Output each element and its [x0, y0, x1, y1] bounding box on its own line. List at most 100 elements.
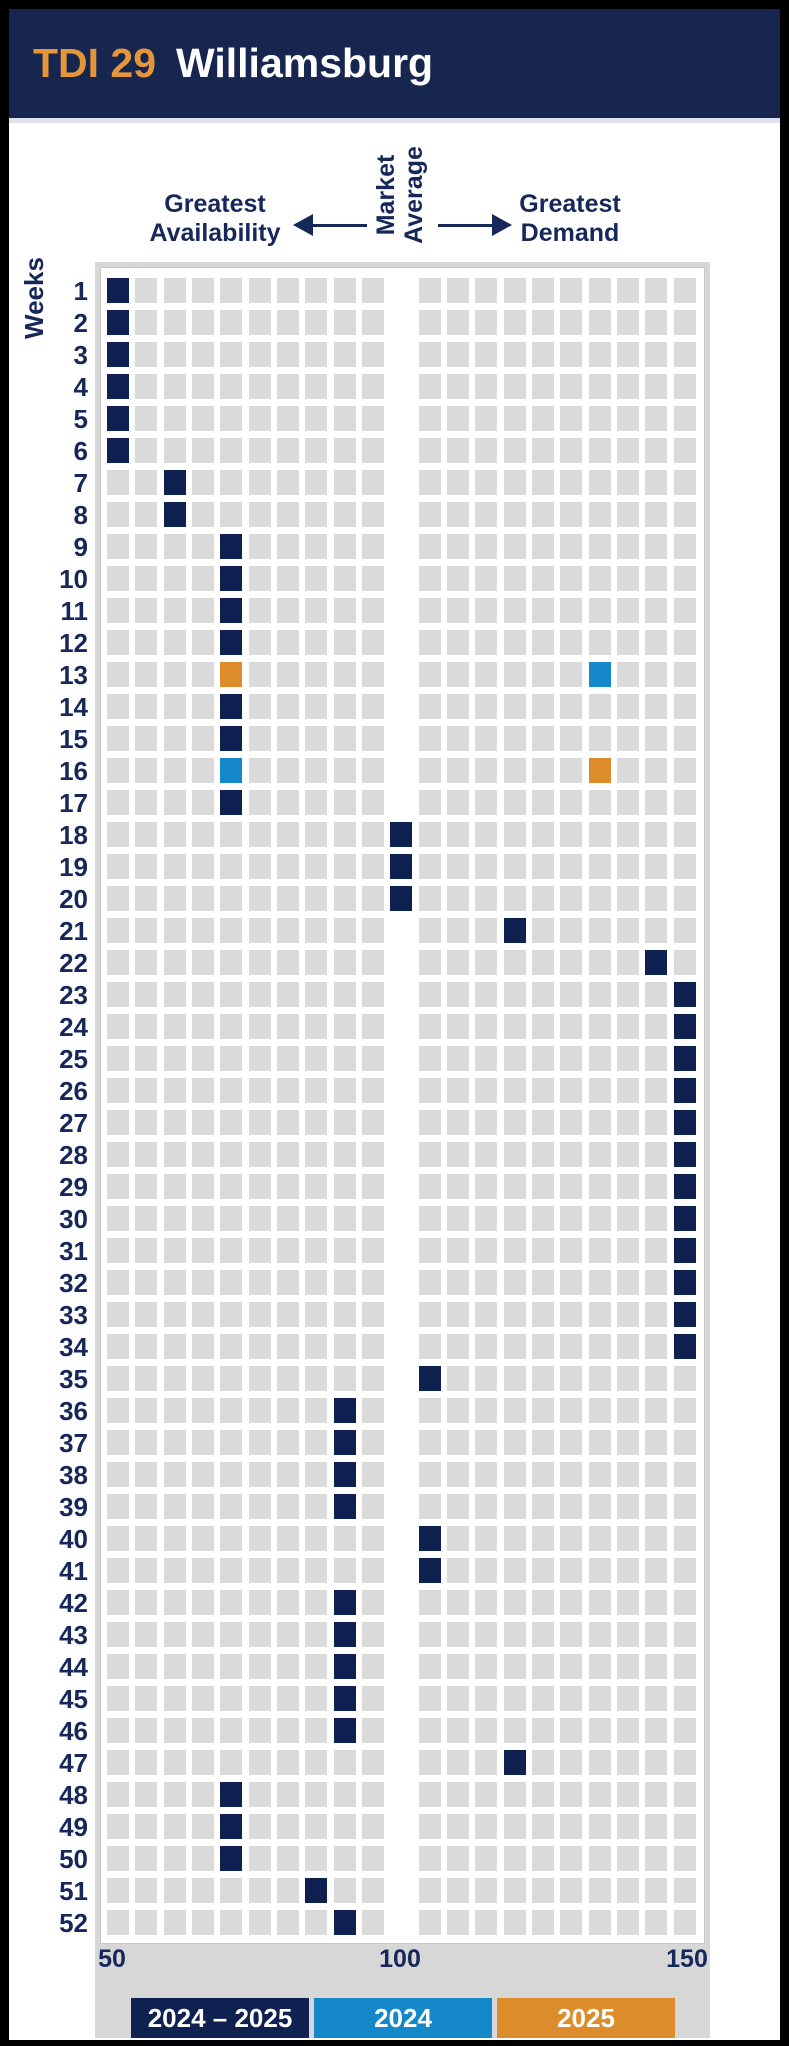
grid-cell [673, 598, 696, 623]
legend-item-label: 2025 [557, 2002, 615, 2033]
grid-cell [361, 1782, 384, 1807]
grid-cell [276, 1910, 299, 1935]
grid-cell [588, 598, 611, 623]
grid-cell [248, 694, 271, 719]
grid-cell [333, 566, 356, 591]
grid-cell [673, 758, 696, 783]
grid-cell [305, 1590, 328, 1615]
grid-cell [163, 1910, 186, 1935]
grid-cell [220, 1078, 243, 1103]
data-cell-week-25 [673, 1046, 696, 1071]
grid-cell [645, 854, 668, 879]
grid-cell [107, 886, 129, 911]
grid-cell [333, 822, 356, 847]
grid-cell [588, 630, 611, 655]
grid-cell [616, 1782, 639, 1807]
grid-cell [503, 1526, 526, 1551]
grid-cell [616, 1814, 639, 1839]
week-label-28: 28 [59, 1140, 88, 1170]
grid-cell [475, 1494, 498, 1519]
grid-cell [588, 1366, 611, 1391]
grid-cell [163, 822, 186, 847]
grid-cell [163, 1430, 186, 1455]
grid-cell [135, 1014, 158, 1039]
grid-cell [107, 1046, 129, 1071]
grid-cell [107, 1462, 129, 1487]
grid-cell [276, 1142, 299, 1167]
grid-cell [588, 1142, 611, 1167]
grid-cell [531, 1270, 554, 1295]
grid-cell [560, 1846, 583, 1871]
grid-cell [361, 1334, 384, 1359]
grid-cell [276, 1302, 299, 1327]
grid-cell [645, 1814, 668, 1839]
grid-cell [673, 1462, 696, 1487]
grid-cell [361, 598, 384, 623]
grid-cell [503, 1270, 526, 1295]
grid-cell [163, 1526, 186, 1551]
grid-cell [107, 758, 129, 783]
grid-cell [503, 1430, 526, 1455]
grid-cell [418, 1398, 441, 1423]
grid-cell-market-average [390, 470, 413, 495]
grid-cell [446, 566, 469, 591]
week-label-22: 22 [59, 948, 88, 978]
grid-cell [616, 630, 639, 655]
grid-cell [475, 406, 498, 431]
grid-cell [503, 1302, 526, 1327]
grid-cell [645, 310, 668, 335]
grid-cell [475, 1558, 498, 1583]
grid-cell [361, 918, 384, 943]
grid-cell [560, 790, 583, 815]
grid-cell [135, 982, 158, 1007]
grid-cell [588, 1654, 611, 1679]
grid-cell [503, 1878, 526, 1903]
grid-cell [220, 1910, 243, 1935]
grid-cell [560, 1206, 583, 1231]
grid-cell [475, 1590, 498, 1615]
grid-cell [163, 1238, 186, 1263]
grid-cell [446, 1334, 469, 1359]
grid-cell [446, 1462, 469, 1487]
grid-cell [616, 854, 639, 879]
data-cell-week-4 [107, 374, 129, 399]
grid-cell [446, 918, 469, 943]
grid-cell [305, 950, 328, 975]
grid-cell [588, 310, 611, 335]
grid-cell [191, 1206, 214, 1231]
week-label-2: 2 [73, 308, 88, 338]
grid-cell [135, 1846, 158, 1871]
grid-cell [503, 886, 526, 911]
grid-cell [503, 1110, 526, 1135]
grid-cell [220, 1110, 243, 1135]
week-label-24: 24 [59, 1012, 88, 1042]
grid-cell [305, 1110, 328, 1135]
grid-cell [531, 502, 554, 527]
grid-cell [333, 982, 356, 1007]
grid-cell [616, 1078, 639, 1103]
grid-cell [135, 310, 158, 335]
grid-cell [588, 1302, 611, 1327]
grid-cell [531, 278, 554, 303]
grid-cell [248, 1910, 271, 1935]
grid-cell-market-average [390, 1334, 413, 1359]
grid-cell [305, 1174, 328, 1199]
grid-cell [645, 534, 668, 559]
grid-cell [163, 662, 186, 687]
grid-cell [333, 278, 356, 303]
grid-cell [135, 1750, 158, 1775]
grid-cell [107, 1302, 129, 1327]
grid-cell [361, 822, 384, 847]
greatest-availability-label: Greatest Availability [149, 190, 281, 247]
grid-cell [191, 918, 214, 943]
grid-cell [361, 502, 384, 527]
grid-cell [560, 1558, 583, 1583]
grid-cell [560, 662, 583, 687]
grid-cell [333, 1206, 356, 1231]
grid-cell [191, 790, 214, 815]
grid-cell [560, 406, 583, 431]
grid-cell [418, 1238, 441, 1263]
grid-cell [191, 1750, 214, 1775]
grid-cell [645, 374, 668, 399]
grid-cell-market-average [390, 310, 413, 335]
